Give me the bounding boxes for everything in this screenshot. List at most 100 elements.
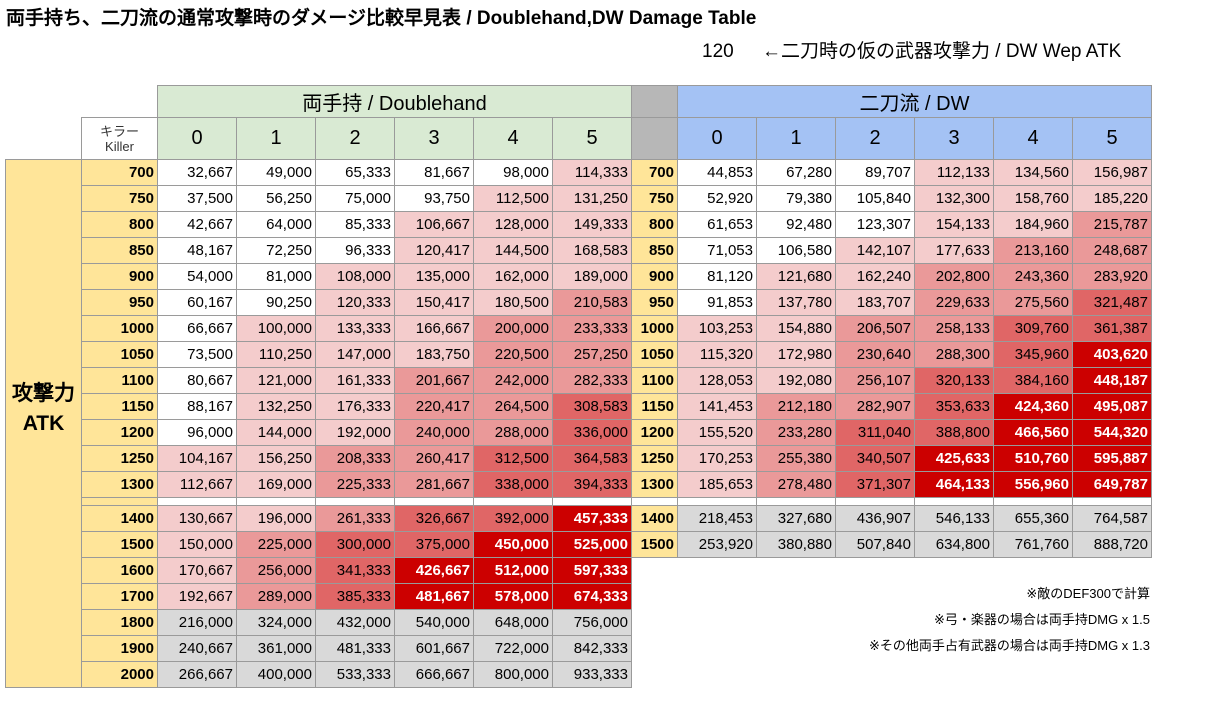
corner-blank bbox=[81, 85, 158, 118]
empty-cell bbox=[677, 583, 757, 610]
killer-level-doublehand: 5 bbox=[552, 117, 632, 160]
doublehand-damage-cell: 135,000 bbox=[394, 263, 474, 290]
killer-level-doublehand: 4 bbox=[473, 117, 553, 160]
doublehand-damage-cell: 288,000 bbox=[473, 419, 553, 446]
dw-damage-cell: 345,960 bbox=[993, 341, 1073, 368]
atk-value: 750 bbox=[81, 185, 158, 212]
doublehand-damage-cell: 481,667 bbox=[394, 583, 474, 610]
dw-damage-cell: 282,907 bbox=[835, 393, 915, 420]
dw-damage-cell: 361,387 bbox=[1072, 315, 1152, 342]
dw-atk-value: 1150 bbox=[631, 393, 678, 420]
doublehand-damage-cell: 75,000 bbox=[315, 185, 395, 212]
dw-atk-value: 1200 bbox=[631, 419, 678, 446]
dw-damage-cell: 248,687 bbox=[1072, 237, 1152, 264]
atk-value: 1800 bbox=[81, 609, 158, 636]
dw-damage-cell: 256,107 bbox=[835, 367, 915, 394]
doublehand-damage-cell: 261,333 bbox=[315, 505, 395, 532]
doublehand-damage-cell: 42,667 bbox=[157, 211, 237, 238]
doublehand-damage-cell: 100,000 bbox=[236, 315, 316, 342]
empty-cell bbox=[756, 583, 836, 610]
atk-label-jp: 攻撃力 bbox=[12, 381, 75, 405]
dw-damage-cell: 121,680 bbox=[756, 263, 836, 290]
dw-group-header: 二刀流 / DW bbox=[677, 85, 1152, 118]
atk-value: 1400 bbox=[81, 505, 158, 532]
doublehand-damage-cell: 432,000 bbox=[315, 609, 395, 636]
dw-damage-cell: 134,560 bbox=[993, 159, 1073, 186]
dw-damage-cell: 155,520 bbox=[677, 419, 757, 446]
doublehand-damage-cell: 210,583 bbox=[552, 289, 632, 316]
group-header-row: 両手持 / Doublehand 二刀流 / DW bbox=[5, 85, 1152, 118]
doublehand-damage-cell: 341,333 bbox=[315, 557, 395, 584]
dw-atk-value: 1400 bbox=[631, 505, 678, 532]
doublehand-damage-cell: 81,667 bbox=[394, 159, 474, 186]
killer-level-dw: 4 bbox=[993, 117, 1073, 160]
doublehand-damage-cell: 324,000 bbox=[236, 609, 316, 636]
dw-damage-cell: 634,800 bbox=[914, 531, 994, 558]
dw-damage-cell: 309,760 bbox=[993, 315, 1073, 342]
doublehand-damage-cell: 147,000 bbox=[315, 341, 395, 368]
separator-cell bbox=[677, 497, 757, 506]
dw-damage-cell: 403,620 bbox=[1072, 341, 1152, 368]
dw-damage-cell: 761,760 bbox=[993, 531, 1073, 558]
doublehand-damage-cell: 481,333 bbox=[315, 635, 395, 662]
doublehand-damage-cell: 208,333 bbox=[315, 445, 395, 472]
table-row: 1150 88,167 132,250 176,333 220,417 264,500 30… bbox=[6, 393, 1152, 420]
empty-cell bbox=[993, 609, 1073, 636]
dw-damage-cell: 275,560 bbox=[993, 289, 1073, 316]
dw-damage-cell: 185,653 bbox=[677, 471, 757, 498]
empty-cell bbox=[835, 635, 915, 662]
atk-value: 950 bbox=[81, 289, 158, 316]
empty-cell bbox=[1072, 583, 1152, 610]
killer-level-doublehand: 0 bbox=[157, 117, 237, 160]
doublehand-damage-cell: 308,583 bbox=[552, 393, 632, 420]
atk-value: 1000 bbox=[81, 315, 158, 342]
dw-damage-cell: 67,280 bbox=[756, 159, 836, 186]
doublehand-damage-cell: 264,500 bbox=[473, 393, 553, 420]
doublehand-damage-cell: 48,167 bbox=[157, 237, 237, 264]
doublehand-damage-cell: 426,667 bbox=[394, 557, 474, 584]
dw-damage-cell: 230,640 bbox=[835, 341, 915, 368]
dw-damage-cell: 327,680 bbox=[756, 505, 836, 532]
dw-damage-cell: 202,800 bbox=[914, 263, 994, 290]
doublehand-damage-cell: 81,000 bbox=[236, 263, 316, 290]
separator-cell bbox=[1072, 497, 1152, 506]
dw-damage-cell: 546,133 bbox=[914, 505, 994, 532]
table-row: 900 54,000 81,000 108,000 135,000 162,000 189,… bbox=[6, 263, 1152, 290]
doublehand-damage-cell: 85,333 bbox=[315, 211, 395, 238]
dw-damage-cell: 380,880 bbox=[756, 531, 836, 558]
empty-cell bbox=[835, 557, 915, 584]
dw-damage-cell: 425,633 bbox=[914, 445, 994, 472]
empty-cell bbox=[631, 635, 678, 662]
doublehand-damage-cell: 225,000 bbox=[236, 531, 316, 558]
empty-cell bbox=[835, 661, 915, 688]
dw-damage-cell: 91,853 bbox=[677, 289, 757, 316]
doublehand-group-header: 両手持 / Doublehand bbox=[157, 85, 632, 118]
dw-damage-cell: 649,787 bbox=[1072, 471, 1152, 498]
dw-damage-cell: 44,853 bbox=[677, 159, 757, 186]
killer-level-dw: 3 bbox=[914, 117, 994, 160]
table-row: 800 42,667 64,000 85,333 106,667 128,000 149,3… bbox=[6, 211, 1152, 238]
doublehand-damage-cell: 150,000 bbox=[157, 531, 237, 558]
dw-damage-cell: 92,480 bbox=[756, 211, 836, 238]
empty-cell bbox=[993, 557, 1073, 584]
doublehand-damage-cell: 266,667 bbox=[157, 661, 237, 688]
dw-damage-cell: 132,300 bbox=[914, 185, 994, 212]
dw-damage-cell: 388,800 bbox=[914, 419, 994, 446]
empty-cell bbox=[1072, 557, 1152, 584]
doublehand-damage-cell: 156,250 bbox=[236, 445, 316, 472]
page-title: 両手持ち、二刀流の通常攻撃時のダメージ比較早見表 / Doublehand,DW… bbox=[6, 8, 757, 29]
doublehand-damage-cell: 93,750 bbox=[394, 185, 474, 212]
killer-level-doublehand: 1 bbox=[236, 117, 316, 160]
atk-value: 1900 bbox=[81, 635, 158, 662]
doublehand-damage-cell: 336,000 bbox=[552, 419, 632, 446]
dw-damage-cell: 371,307 bbox=[835, 471, 915, 498]
corner-blank bbox=[5, 117, 82, 160]
corner-blank bbox=[5, 85, 82, 118]
doublehand-damage-cell: 166,667 bbox=[394, 315, 474, 342]
doublehand-damage-cell: 392,000 bbox=[473, 505, 553, 532]
separator-row bbox=[6, 497, 1152, 506]
dw-damage-cell: 253,920 bbox=[677, 531, 757, 558]
doublehand-damage-cell: 96,333 bbox=[315, 237, 395, 264]
dw-damage-cell: 128,053 bbox=[677, 367, 757, 394]
